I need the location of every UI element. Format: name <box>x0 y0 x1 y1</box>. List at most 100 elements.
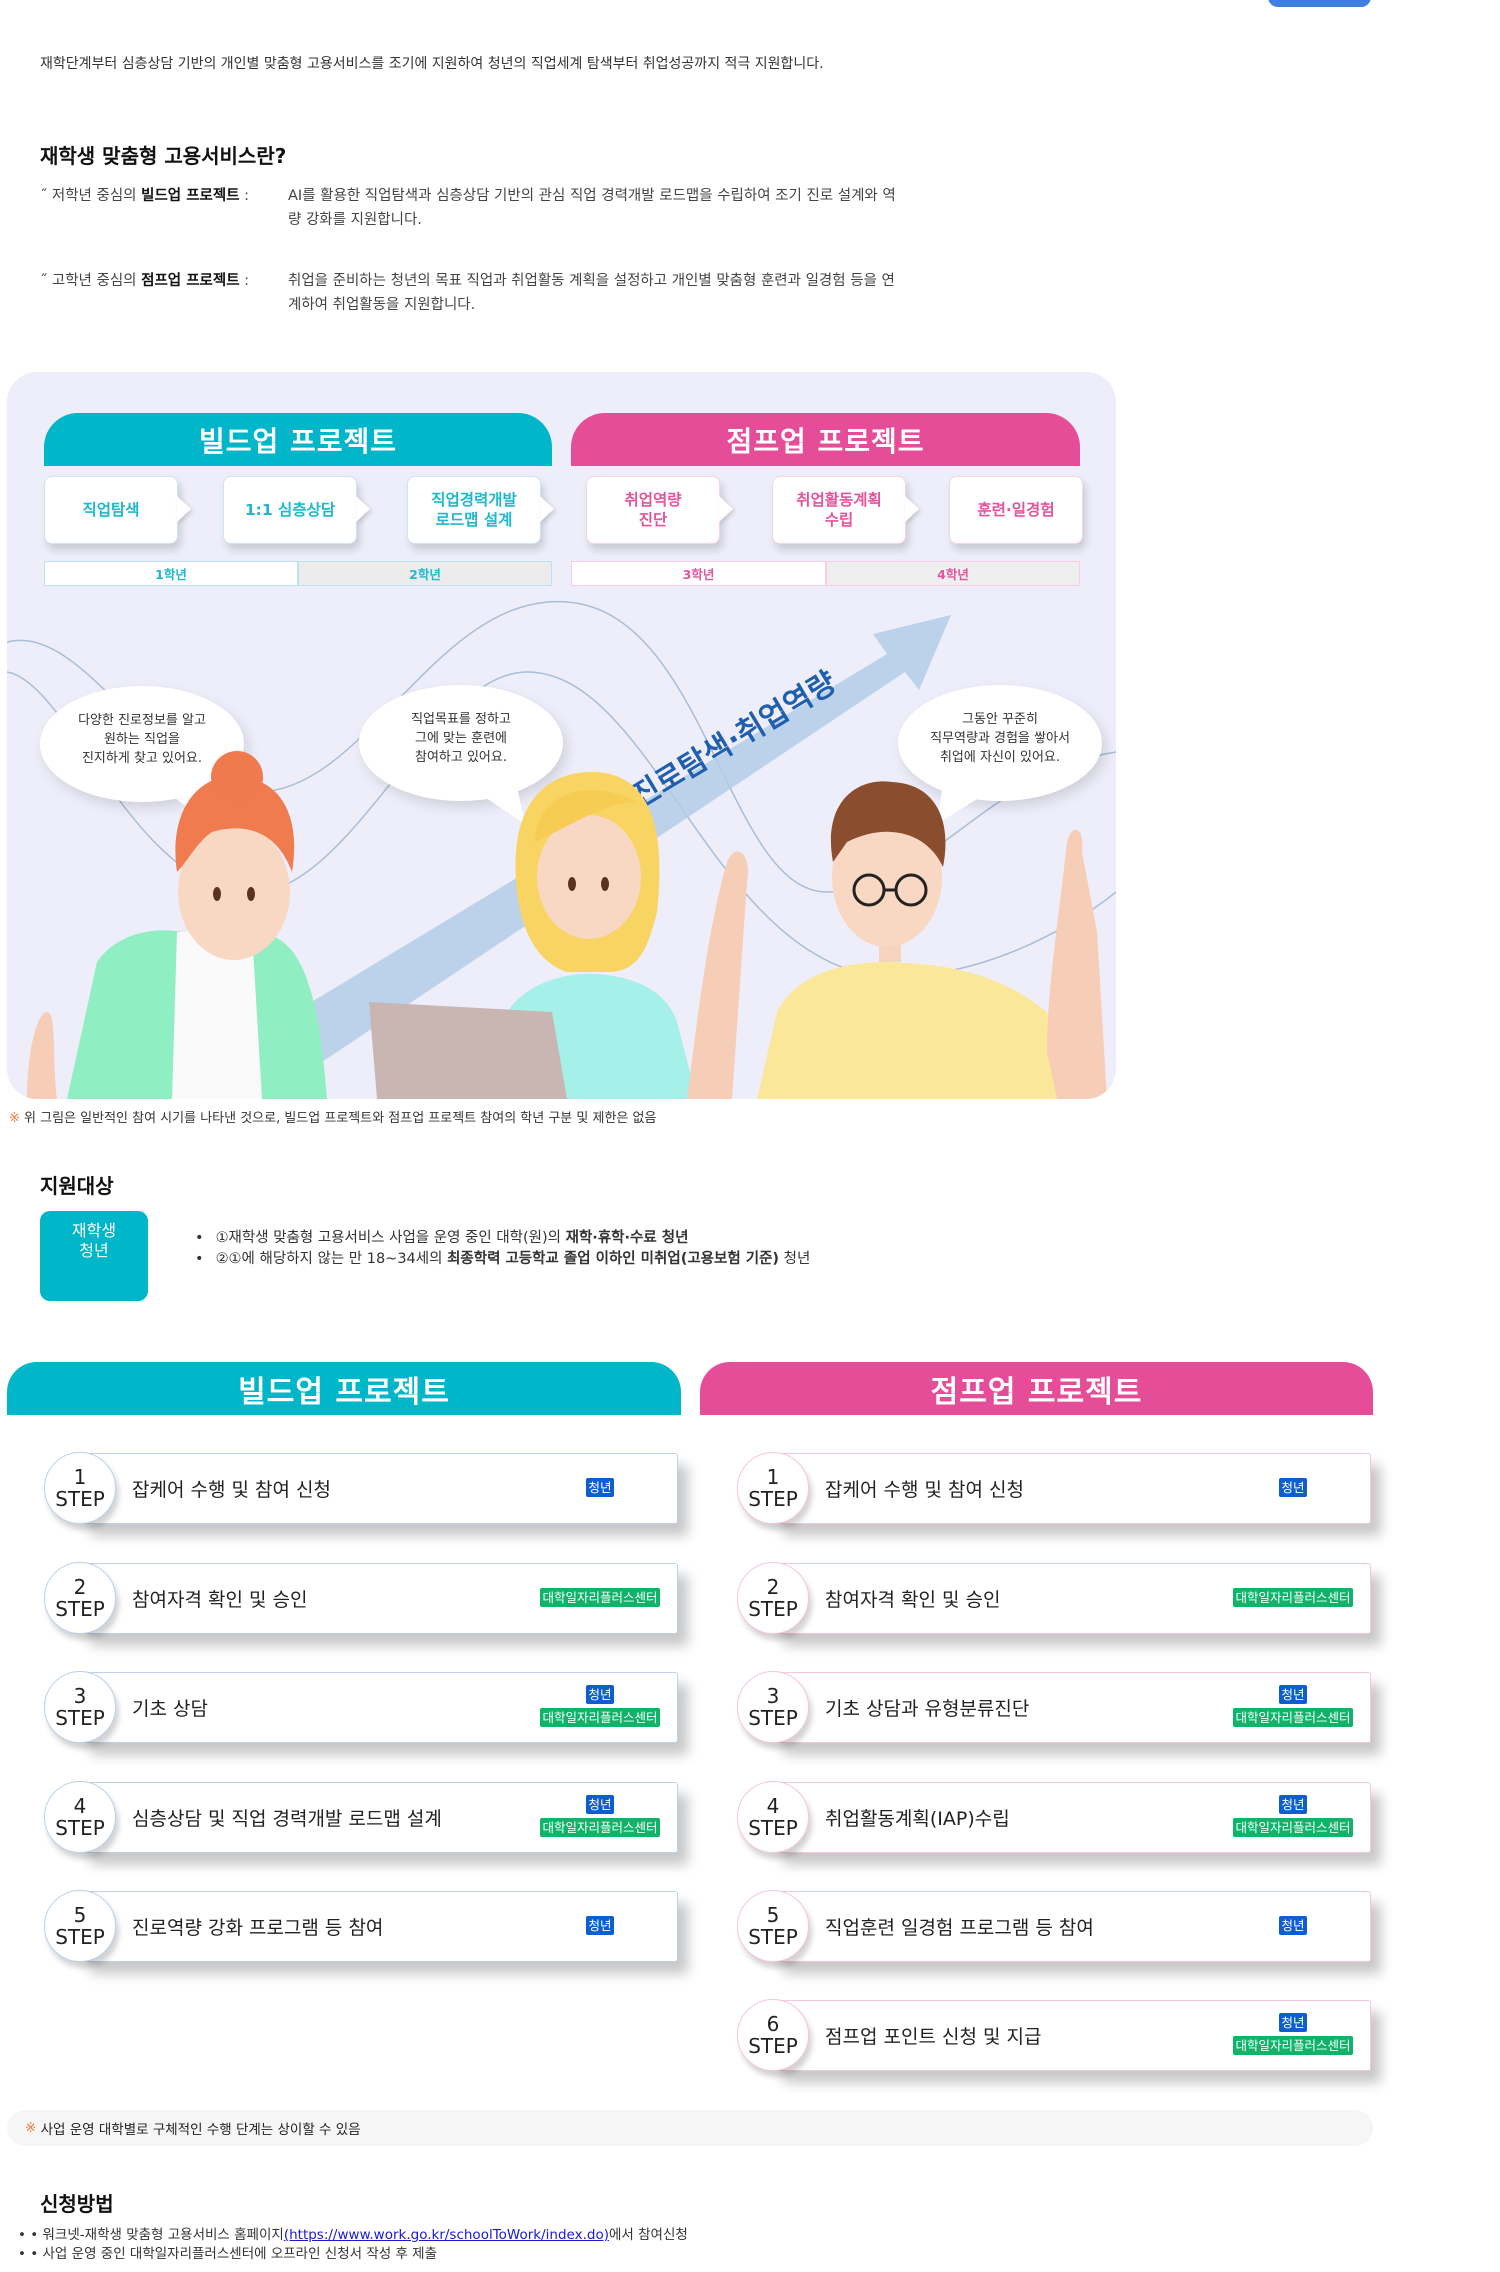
target-list: ①재학생 맞춤형 고용서비스 사업을 운영 중인 대학(원)의 재학·휴학·수료… <box>195 1228 811 1270</box>
arrow-right-icon <box>719 496 733 522</box>
step-title: 기초 상담과 유형분류진단 <box>825 1698 1030 1720</box>
arrow-text: 진로탐색·취업역량 <box>626 665 843 815</box>
step-card-build-3 <box>80 1672 678 1743</box>
jump-steps-header: 점프업 프로젝트 <box>700 1362 1373 1415</box>
step-number-circle: 1 STEP <box>44 1452 116 1524</box>
step-number: 5 <box>73 1903 87 1927</box>
step-number: 3 <box>73 1684 87 1708</box>
about-title: 재학생 맞춤형 고용서비스란? <box>40 144 287 168</box>
step-badges: 청년 <box>1228 1478 1358 1497</box>
top-right-button[interactable] <box>1268 0 1371 7</box>
center-badge: 대학일자리플러스센터 <box>1233 1708 1353 1727</box>
steps-note: ※ 사업 운영 대학별로 구체적인 수행 단계는 상이할 수 있음 <box>7 2110 1373 2146</box>
step-title: 진로역량 강화 프로그램 등 참여 <box>132 1917 384 1939</box>
character-middle <box>369 772 748 1099</box>
step-number: 2 <box>73 1575 87 1599</box>
grade-4: 4학년 <box>826 561 1080 586</box>
worknet-link[interactable]: (https://www.work.go.kr/schoolToWork/ind… <box>283 2227 609 2243</box>
step-title: 참여자격 확인 및 승인 <box>132 1589 308 1611</box>
center-badge: 대학일자리플러스센터 <box>540 1708 660 1727</box>
step-badges: 대학일자리플러스센터 <box>535 1588 665 1607</box>
step-card-jump-4 <box>773 1782 1371 1853</box>
build-steps-header: 빌드업 프로젝트 <box>7 1362 681 1415</box>
step-badges: 청년 대학일자리플러스센터 <box>1228 2013 1358 2055</box>
step-card-build-5 <box>80 1891 678 1962</box>
arrow-right-icon <box>177 496 191 522</box>
youth-badge: 청년 <box>1279 1795 1307 1814</box>
step-card-jump-5 <box>773 1891 1371 1962</box>
intro-text: 재학단계부터 심층상담 기반의 개인별 맞춤형 고용서비스를 조기에 지원하여 … <box>40 56 824 72</box>
youth-badge: 청년 <box>586 1685 614 1704</box>
step-number: 6 <box>766 2012 780 2036</box>
step-number: 3 <box>766 1684 780 1708</box>
figure-step: 직업경력개발 로드맵 설계 <box>407 476 541 544</box>
step-number-circle: 1 STEP <box>737 1452 809 1524</box>
step-number: 4 <box>766 1794 780 1818</box>
step-number-circle: 6 STEP <box>737 1999 809 2071</box>
arrow-right-icon <box>540 496 554 522</box>
character-right <box>757 781 1107 1099</box>
youth-badge: 청년 <box>1279 2013 1307 2032</box>
step-label: STEP <box>55 1597 105 1621</box>
center-badge: 대학일자리플러스센터 <box>1233 1818 1353 1837</box>
apply-list: 워크넷-재학생 맞춤형 고용서비스 홈페이지(https://www.work.… <box>18 2226 688 2264</box>
step-card-jump-3 <box>773 1672 1371 1743</box>
step-badges: 청년 <box>535 1916 665 1935</box>
step-badges: 대학일자리플러스센터 <box>1228 1588 1358 1607</box>
step-badges: 청년 <box>535 1478 665 1497</box>
figure-note: ※ 위 그림은 일반적인 참여 시기를 나타낸 것으로, 빌드업 프로젝트와 점… <box>9 1111 657 1126</box>
arrow-right-icon <box>356 496 370 522</box>
center-badge: 대학일자리플러스센터 <box>540 1818 660 1837</box>
step-card-jump-6 <box>773 2000 1371 2071</box>
figure-step: 취업역량 진단 <box>586 476 720 544</box>
step-number: 1 <box>766 1465 780 1489</box>
center-badge: 대학일자리플러스센터 <box>1233 1588 1353 1607</box>
step-number-circle: 2 STEP <box>737 1562 809 1634</box>
step-label: STEP <box>748 1706 798 1730</box>
target-title: 지원대상 <box>40 1174 114 1198</box>
step-number-circle: 2 STEP <box>44 1562 116 1634</box>
step-title: 잡케어 수행 및 참여 신청 <box>132 1479 331 1501</box>
step-number-circle: 5 STEP <box>44 1890 116 1962</box>
figure-step: 훈련·일경험 <box>949 476 1083 544</box>
youth-badge: 청년 <box>586 1795 614 1814</box>
step-title: 잡케어 수행 및 참여 신청 <box>825 1479 1024 1501</box>
program-figure: 빌드업 프로젝트 점프업 프로젝트 직업탐색 1:1 심층상담 직업경력개발 로… <box>7 372 1116 1099</box>
target-item: ①재학생 맞춤형 고용서비스 사업을 운영 중인 대학(원)의 재학·휴학·수료… <box>195 1228 810 1249</box>
step-card-build-4 <box>80 1782 678 1853</box>
step-label: STEP <box>748 1925 798 1949</box>
figure-step: 1:1 심층상담 <box>223 476 357 544</box>
illustration: 진로탐색·취업역량 다양한 진로정보를 알고 원하는 직업을 진지하게 찾고 있어요… <box>7 601 1116 1099</box>
step-label: STEP <box>55 1925 105 1949</box>
step-number: 2 <box>766 1575 780 1599</box>
step-label: STEP <box>748 1816 798 1840</box>
target-item: ②①에 해당하지 않는 만 18~34세의 최종학력 고등학교 졸업 이하인 미… <box>195 1249 811 1270</box>
step-label: STEP <box>55 1487 105 1511</box>
step-title: 점프업 포인트 신청 및 지급 <box>825 2026 1042 2048</box>
target-badge: 재학생 청년 <box>40 1211 148 1301</box>
apply-item: 사업 운영 중인 대학일자리플러스센터에 오프라인 신청서 작성 후 제출 <box>18 2245 688 2264</box>
figure-step: 취업활동계획 수립 <box>772 476 906 544</box>
speech-bubble-2: 직업목표를 정하고 그에 맞는 훈련에 참여하고 있어요. <box>359 685 563 824</box>
grade-2: 2학년 <box>298 561 552 586</box>
about-item-jump: ˝ 고학년 중심의 점프업 프로젝트 : 취업을 준비하는 청년의 목표 직업과… <box>40 273 895 313</box>
step-label: STEP <box>748 1487 798 1511</box>
grade-3: 3학년 <box>571 561 826 586</box>
step-card-build-1 <box>80 1453 678 1524</box>
figure-step: 직업탐색 <box>44 476 178 544</box>
step-number: 1 <box>73 1465 87 1489</box>
step-label: STEP <box>748 1597 798 1621</box>
apply-item: 워크넷-재학생 맞춤형 고용서비스 홈페이지(https://www.work.… <box>18 2226 688 2245</box>
arrow-right-icon <box>905 496 919 522</box>
center-badge: 대학일자리플러스센터 <box>540 1588 660 1607</box>
step-number-circle: 4 STEP <box>737 1781 809 1853</box>
youth-badge: 청년 <box>1279 1685 1307 1704</box>
step-number-circle: 3 STEP <box>737 1671 809 1743</box>
about-item-build: ˝ 저학년 중심의 빌드업 프로젝트 : AI를 활용한 직업탐색과 심층상담 … <box>40 188 896 228</box>
step-card-jump-1 <box>773 1453 1371 1524</box>
step-number-circle: 3 STEP <box>44 1671 116 1743</box>
